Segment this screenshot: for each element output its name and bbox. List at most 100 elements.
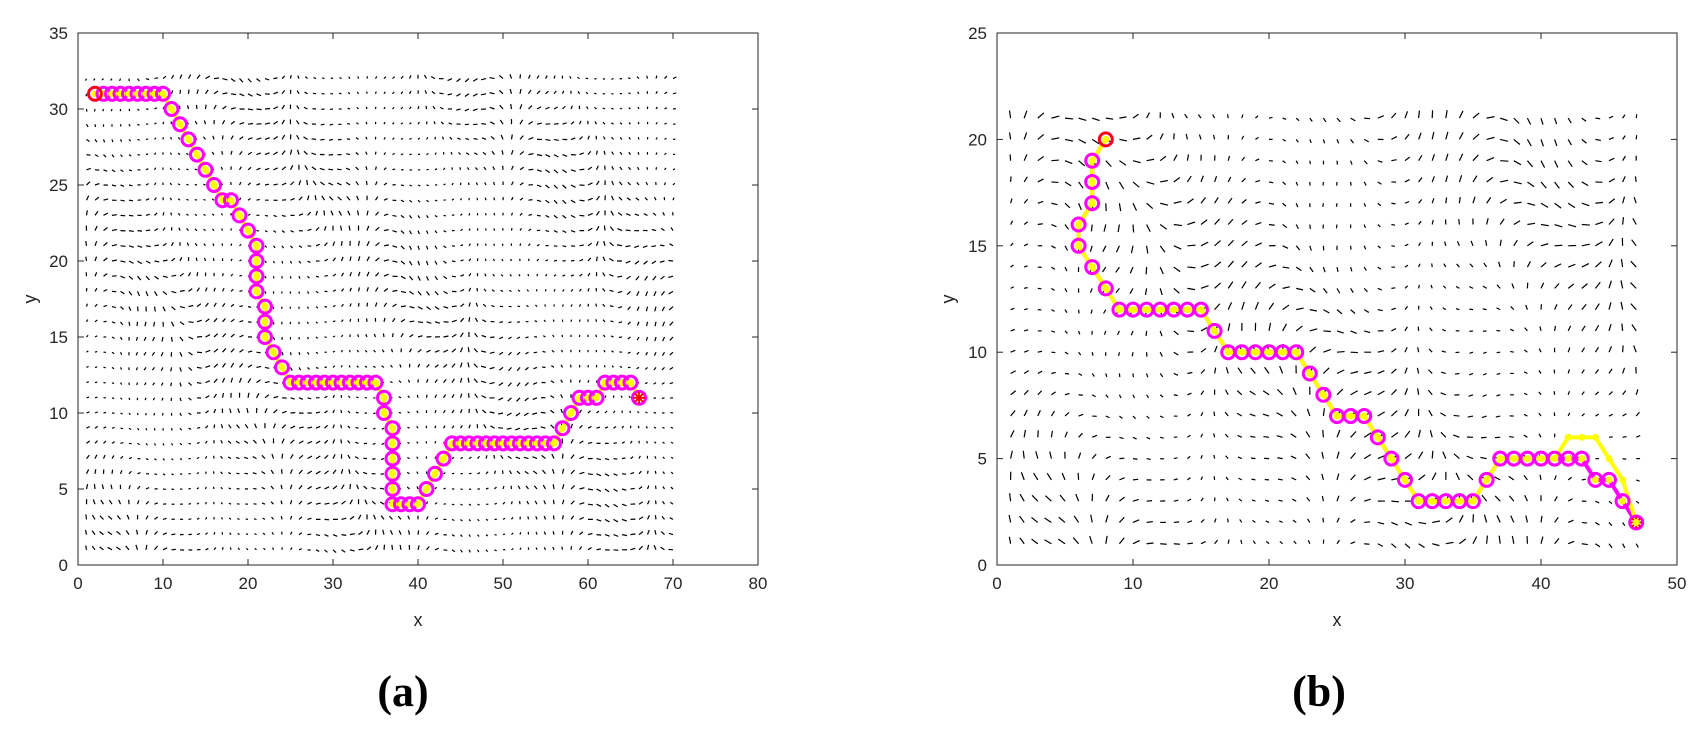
quiver-arrow (145, 183, 149, 186)
quiver-arrow (332, 454, 336, 459)
path-point (1088, 178, 1096, 186)
quiver-arrow (1350, 474, 1356, 481)
path-point-marker (1369, 429, 1386, 446)
quiver-arrow (1091, 373, 1095, 377)
path-point-marker (554, 420, 571, 437)
quiver-arrow (1037, 410, 1041, 417)
quiver-arrow (1309, 160, 1311, 165)
quiver-arrow (451, 319, 457, 323)
quiver-arrow (416, 471, 419, 475)
quiver-arrow (400, 122, 404, 125)
quiver-arrow (613, 488, 618, 492)
quiver-arrow (1511, 535, 1515, 544)
quiver-arrow (177, 183, 181, 186)
quiver-arrow (194, 120, 198, 125)
quiver-arrow (579, 516, 585, 520)
quiver-arrow (500, 454, 504, 459)
quiver-arrow (213, 531, 216, 535)
quiver-arrow (128, 485, 131, 490)
quiver-arrow (587, 242, 593, 247)
quiver-arrow (1187, 392, 1192, 396)
quiver-arrow (107, 531, 113, 536)
quiver-arrow (1432, 520, 1441, 524)
path-point-marker (1070, 237, 1087, 254)
quiver-arrow (211, 198, 215, 201)
quiver-arrow (540, 411, 546, 414)
quiver-arrow (169, 167, 173, 171)
quiver-arrow (1468, 394, 1474, 397)
quiver-arrow (1336, 473, 1340, 481)
quiver-arrow (315, 440, 321, 444)
quiver-arrow (1510, 350, 1514, 353)
quiver-arrow (500, 289, 504, 292)
quiver-arrow (528, 153, 534, 156)
quiver-arrow (319, 167, 325, 171)
quiver-arrow (1496, 284, 1501, 289)
quiver-arrow (655, 106, 658, 110)
quiver-arrow (1581, 478, 1586, 481)
quiver-arrow (1431, 132, 1435, 140)
quiver-arrow (85, 78, 88, 81)
x-tick-label: 30 (324, 574, 343, 593)
quiver-arrow (473, 363, 478, 368)
quiver-arrow (340, 409, 343, 414)
quiver-arrow (270, 469, 275, 475)
quiver-arrow (627, 77, 631, 80)
quiver-arrow (653, 382, 657, 385)
quiver-arrow (94, 319, 98, 323)
quiver-arrow (1486, 535, 1489, 544)
quiver-arrow (1391, 287, 1396, 289)
quiver-arrow (1237, 434, 1243, 438)
quiver-arrow (451, 518, 455, 522)
quiver-arrow (1595, 138, 1601, 142)
path-a (87, 85, 647, 513)
quiver-arrow (596, 488, 602, 492)
y-tick-label: 10 (49, 404, 68, 423)
quiver-arrow (1091, 138, 1100, 145)
quiver-arrow (1456, 241, 1460, 247)
quiver-arrow (431, 90, 436, 95)
quiver-arrow (553, 289, 556, 292)
quiver-arrow (1495, 415, 1501, 418)
quiver-arrow (468, 518, 472, 522)
quiver-arrow (456, 93, 461, 97)
quiver-arrow (1031, 494, 1039, 502)
quiver-arrow (459, 377, 463, 383)
path-point (1075, 221, 1083, 229)
quiver-arrow (1250, 435, 1256, 438)
quiver-arrow (272, 547, 275, 551)
quiver-arrow (392, 168, 396, 171)
quiver-arrow (602, 303, 606, 308)
quiver-arrow (246, 407, 249, 414)
quiver-arrow (137, 138, 140, 141)
quiver-arrow (94, 182, 100, 186)
quiver-arrow (1404, 388, 1409, 395)
path-point-marker (376, 389, 392, 406)
quiver-arrow (196, 456, 200, 460)
quiver-arrow (1010, 450, 1013, 459)
quiver-arrow (1078, 432, 1083, 438)
quiver-arrow (519, 547, 522, 551)
quiver-arrow (587, 227, 593, 232)
quiver-arrow (239, 78, 244, 83)
quiver-arrow (244, 456, 249, 460)
quiver-arrow (480, 365, 487, 368)
quiver-arrow (374, 181, 378, 186)
quiver-arrow (1336, 288, 1341, 294)
quiver-arrow (612, 410, 616, 414)
path-point (1347, 412, 1355, 420)
quiver-arrow (145, 260, 151, 264)
path-point-marker (384, 420, 401, 437)
quiver-arrow (406, 471, 410, 475)
quiver-arrow (1250, 457, 1256, 460)
quiver-arrow (510, 258, 513, 262)
quiver-arrow (1377, 543, 1384, 547)
quiver-arrow (1130, 245, 1134, 254)
quiver-arrow (669, 366, 674, 370)
quiver-arrow (541, 469, 546, 475)
quiver-arrow (603, 365, 606, 368)
quiver-arrow (254, 533, 257, 536)
quiver-arrow (460, 288, 465, 292)
quiver-arrow (261, 502, 266, 505)
quiver-arrow (264, 394, 270, 399)
